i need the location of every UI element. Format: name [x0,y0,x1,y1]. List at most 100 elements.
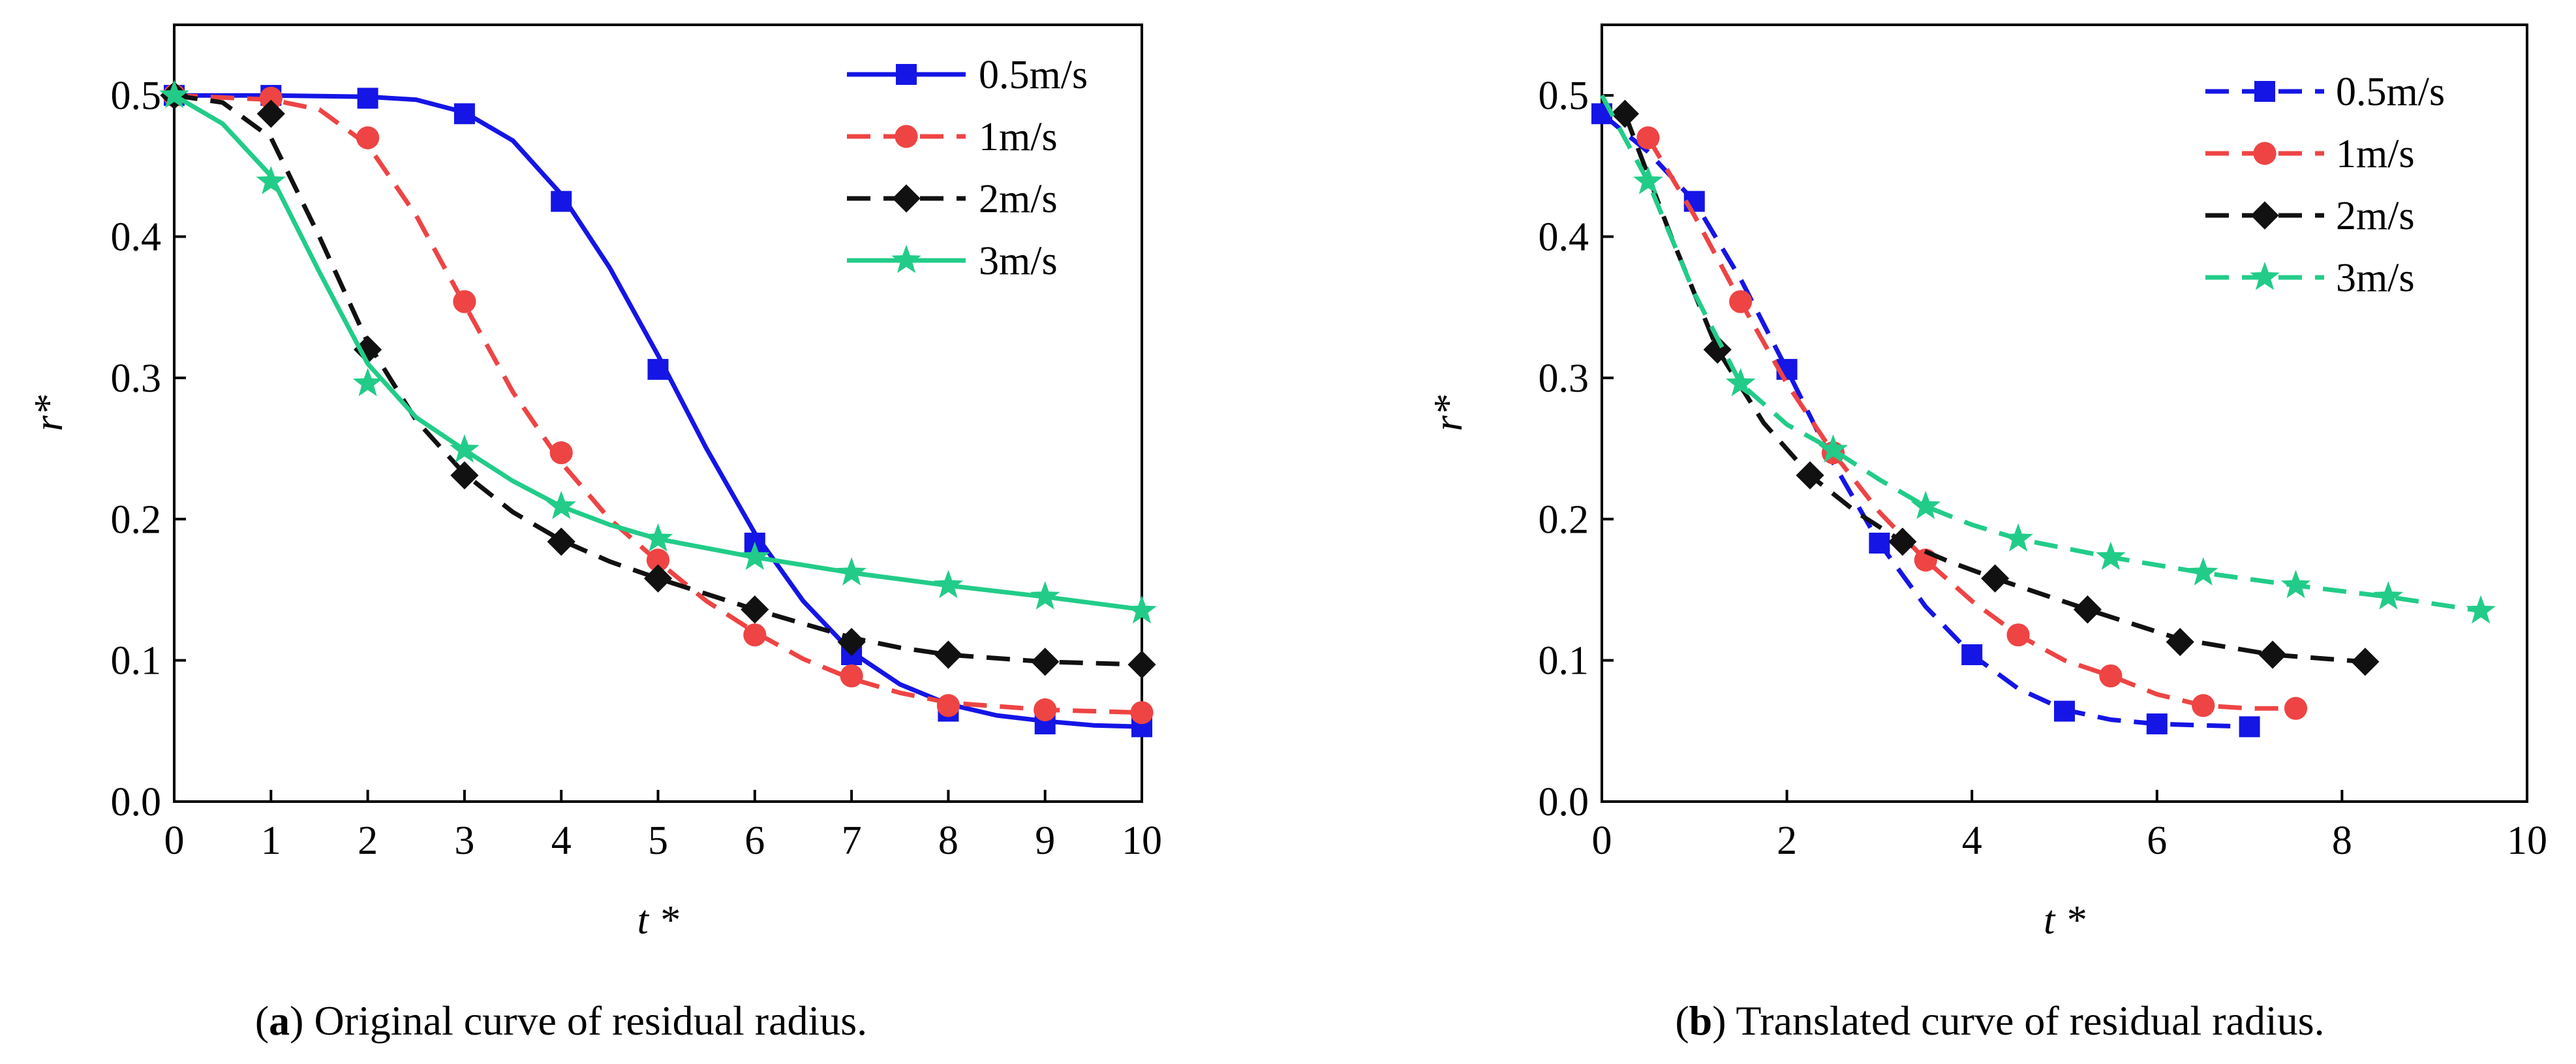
data-point-b-1m/s [2099,664,2123,688]
data-point-a-2m/s [256,99,285,128]
x-axis-label-b: t * [2044,898,2085,943]
x-tick-label-b: 8 [2332,819,2352,863]
legend-label-b-1m/s: 1m/s [2336,132,2415,176]
data-point-b-1m/s [2284,696,2308,720]
y-tick-label-b: 0.4 [1539,215,1589,260]
x-tick-label-a: 1 [261,819,281,863]
data-point-a-1m/s [646,548,670,572]
data-point-b-3m/s [2280,570,2311,599]
x-tick-label-a: 4 [551,819,572,863]
data-point-a-0.5m/s [647,358,669,380]
data-point-a-3m/s [836,557,866,586]
data-point-a-2m/s [354,336,382,364]
legend-marker-a-2m/s [892,184,921,213]
legend-marker-a-3m/s [891,245,921,274]
x-tick-label-a: 10 [1122,819,1162,863]
x-tick-label-b: 4 [1962,819,1982,863]
x-tick-label-b: 2 [1777,819,1797,863]
x-tick-label-a: 5 [648,819,668,863]
series-line-a-2m/s [174,93,1142,667]
data-point-a-1m/s [1130,701,1154,725]
data-point-a-2m/s [741,595,769,624]
data-point-a-2m/s [643,564,673,593]
x-tick-label-b: 0 [1592,819,1612,863]
legend-marker-a-1m/s [895,125,918,148]
data-point-b-1m/s [2006,623,2030,647]
data-point-a-0.5m/s [357,87,378,109]
data-point-a-1m/s [549,441,573,465]
series-line-a-0.5m/s [174,93,1142,729]
data-point-a-2m/s [1031,648,1060,676]
x-axis-label-a: t * [637,898,679,943]
data-point-a-1m/s [259,86,283,110]
data-point-b-3m/s [2373,581,2404,610]
x-tick-label-a: 2 [358,819,378,863]
data-point-a-3m/s [740,541,770,571]
caption-a-text: Original curve of residual radius. [314,997,867,1044]
legend-marker-b-0.5m/s [2254,81,2275,102]
legend-label-b-2m/s: 2m/s [2336,194,2415,238]
series-a-3m/s [159,80,1157,624]
data-point-b-2m/s [2166,627,2194,657]
caption-a-label: a [269,997,290,1044]
x-tick-label-a: 6 [744,819,765,863]
data-point-b-2m/s [1610,99,1640,128]
plot-frame-b [1601,23,2528,803]
data-point-a-0.5m/s [453,103,475,125]
legend-marker-a-0.5m/s [896,64,917,85]
data-point-b-3m/s [2188,557,2218,586]
y-tick-label-b: 0.1 [1539,639,1589,683]
legend-label-a-0.5m/s: 0.5m/s [979,53,1088,97]
data-point-b-0.5m/s [2146,713,2168,734]
legend-marker-b-2m/s [2250,201,2279,230]
legend-label-a-3m/s: 3m/s [979,239,1058,283]
series-b-3m/s [1599,94,2496,624]
legend-label-a-2m/s: 2m/s [979,177,1058,221]
data-point-b-2m/s [1981,564,2010,593]
y-tick-label-a: 0.0 [111,780,162,824]
x-tick-label-a: 9 [1035,819,1055,863]
y-tick-label-a: 0.1 [111,639,162,683]
data-point-b-2m/s [2073,595,2102,624]
data-point-a-2m/s [547,527,575,556]
data-point-a-2m/s [1127,650,1156,679]
data-point-b-2m/s [1703,336,1732,364]
y-axis-label-a: r* [27,395,71,431]
x-tick-label-a: 3 [454,819,474,863]
series-line-b-0.5m/s [1600,112,2250,729]
data-point-a-3m/s [159,80,189,108]
data-point-a-0.5m/s [551,191,572,212]
data-point-a-1m/s [743,623,767,647]
data-point-b-0.5m/s [2239,716,2260,738]
y-tick-label-b: 0.0 [1539,780,1589,824]
data-point-a-2m/s [934,640,962,669]
data-point-b-0.5m/s [2054,700,2075,722]
data-point-a-3m/s [1030,581,1060,610]
caption-b-text: Translated curve of residual radius. [1736,997,2324,1044]
series-line-b-3m/s [1599,94,2481,614]
data-point-b-2m/s [2351,648,2380,676]
data-point-b-3m/s [1633,166,1663,195]
data-point-b-1m/s [1636,126,1660,149]
data-point-b-2m/s [2258,640,2287,669]
data-point-b-0.5m/s [1869,533,1890,554]
data-point-b-2m/s [1888,527,1917,556]
y-tick-label-a: 0.4 [111,215,162,260]
data-point-b-0.5m/s [1961,644,1983,665]
caption-a: (a) Original curve of residual radius. [255,997,867,1044]
data-point-a-3m/s [933,570,964,599]
x-tick-label-a: 7 [842,819,862,863]
data-point-b-3m/s [1725,368,1756,396]
series-a-2m/s [160,81,1156,679]
caption-b-label: b [1689,997,1713,1044]
data-point-b-2m/s [1796,461,1824,490]
x-tick-label-a: 8 [938,819,958,863]
data-point-b-3m/s [1818,434,1848,463]
y-tick-label-a: 0.3 [111,356,162,401]
data-point-b-1m/s [1729,290,1753,313]
x-tick-label-a: 0 [164,819,185,863]
legend-marker-b-1m/s [2253,142,2277,165]
data-point-a-3m/s [546,490,576,520]
y-tick-label-a: 0.2 [111,497,162,542]
